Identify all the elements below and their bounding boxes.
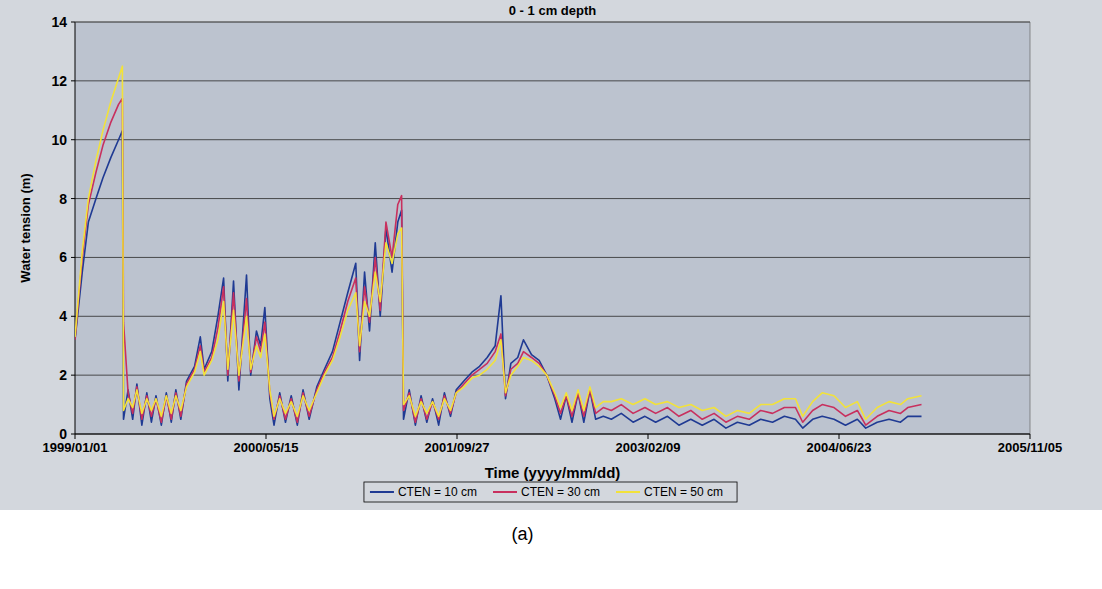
x-axis [75, 434, 1030, 435]
grid-line [75, 434, 1030, 435]
x-tick [648, 434, 649, 439]
y-tick [71, 80, 75, 81]
grid-line [75, 257, 1030, 258]
x-tick-label: 2004/06/23 [806, 440, 871, 455]
x-tick-label: 2001/09/27 [424, 440, 489, 455]
x-tick [1030, 434, 1031, 439]
chart-background [0, 0, 1102, 510]
series-group [75, 66, 922, 428]
y-tick-label: 14 [51, 14, 67, 30]
y-tick [71, 316, 75, 317]
grid-line [75, 198, 1030, 199]
x-tick [266, 434, 267, 439]
caption: (a) [512, 524, 534, 544]
legend-label: CTEN = 50 cm [644, 485, 723, 499]
grid-line [75, 375, 1030, 376]
grid-line [75, 22, 1030, 23]
series-line [75, 99, 922, 426]
y-tick [71, 22, 75, 23]
plot-background [75, 22, 1030, 434]
plot-frame [1030, 22, 1031, 434]
y-tick-label: 6 [59, 249, 67, 265]
y-axis-title: Water tension (m) [18, 173, 33, 282]
y-axis [75, 22, 76, 434]
legend-label: CTEN = 30 cm [521, 485, 600, 499]
x-axis-title: Time (yyyy/mm/dd) [485, 464, 621, 481]
x-tick [457, 434, 458, 439]
y-tick-label: 4 [59, 308, 67, 324]
y-tick [71, 139, 75, 140]
x-tick-label: 2000/05/15 [233, 440, 298, 455]
y-tick-label: 2 [59, 367, 67, 383]
legend-swatch [370, 491, 394, 493]
y-tick-label: 12 [51, 73, 67, 89]
legend-box [364, 482, 737, 502]
x-tick-label: 2003/02/09 [615, 440, 680, 455]
y-tick-label: 8 [59, 191, 67, 207]
grid-line [75, 80, 1030, 81]
chart: 024681012141999/01/012000/05/152001/09/2… [0, 0, 1102, 589]
y-tick [71, 375, 75, 376]
y-tick-label: 10 [51, 132, 67, 148]
y-tick [71, 434, 75, 435]
x-tick-label: 1999/01/01 [42, 440, 107, 455]
x-tick [75, 434, 76, 439]
title: 0 - 1 cm depth [509, 3, 596, 18]
legend: CTEN = 10 cm CTEN = 30 cm CTEN = 50 cm [370, 485, 723, 499]
y-tick [71, 257, 75, 258]
plot-frame [75, 22, 1030, 23]
legend-swatch [493, 491, 517, 493]
y-tick [71, 198, 75, 199]
grid-line [75, 139, 1030, 140]
legend-swatch [616, 491, 640, 493]
legend-label: CTEN = 10 cm [398, 485, 477, 499]
series-line [75, 131, 922, 428]
series-line [75, 66, 922, 419]
x-tick-label: 2005/11/05 [998, 440, 1062, 455]
x-tick [839, 434, 840, 439]
